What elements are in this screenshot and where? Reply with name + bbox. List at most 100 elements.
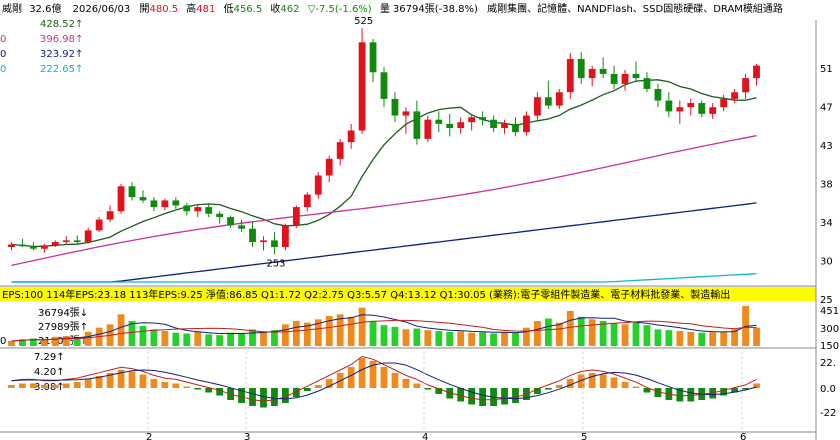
volume-bar: [161, 331, 169, 346]
volume-panel: [0, 306, 840, 349]
volume-bar: [303, 322, 311, 346]
macd-bar: [577, 374, 585, 388]
macd-bar: [281, 388, 289, 403]
macd-legend-value: 7.29↑: [34, 352, 65, 363]
volume-bar: [314, 319, 322, 346]
candle: [139, 190, 147, 203]
macd-bar: [544, 388, 552, 390]
volume-bar: [698, 332, 706, 346]
candle: [479, 111, 487, 126]
candle: [19, 238, 26, 248]
trade-date: 2026/06/03: [73, 4, 131, 15]
volume-bar: [533, 321, 541, 346]
macd-legend: 7.29↑ 4.20↑ 3.08↑: [34, 352, 65, 393]
macd-bar: [303, 388, 311, 391]
volume-bar: [731, 329, 739, 346]
volume-bar: [753, 327, 760, 346]
macd-bar: [413, 383, 421, 388]
candle: [260, 236, 267, 251]
volume-bar: [512, 333, 519, 346]
candle: [380, 67, 388, 108]
volume-bar: [435, 331, 443, 346]
macd-bar: [62, 383, 70, 388]
candle: [676, 100, 684, 124]
volume-bar: [391, 326, 399, 346]
price-axis-label: 43: [820, 141, 833, 152]
macd-bar: [150, 379, 158, 388]
volume-bar: [369, 321, 377, 346]
candle: [205, 202, 213, 218]
macd-bar: [358, 358, 366, 388]
price-panel: 525 253: [0, 16, 840, 287]
ma-legend-value: 222.65↑: [40, 64, 83, 75]
macd-bar: [424, 388, 432, 390]
macd-bar: [139, 374, 147, 388]
volume-bar: [358, 307, 366, 346]
macd-bar: [19, 383, 26, 388]
x-tick-label: 5: [581, 432, 587, 440]
macd-bar: [314, 385, 322, 388]
candle: [172, 197, 180, 209]
candle: [720, 94, 728, 112]
macd-bar: [292, 388, 300, 397]
volume-bar: [610, 323, 618, 346]
macd-bar: [73, 382, 81, 388]
ma-legend-value: 396.98↑: [40, 34, 83, 45]
candle: [62, 236, 70, 245]
candle: [358, 28, 366, 134]
volume-bar: [73, 338, 81, 346]
macd-bar: [51, 385, 59, 388]
volume-bar: [249, 329, 256, 346]
candle: [150, 197, 158, 212]
volume-bar: [19, 339, 26, 346]
volume-bar: [523, 327, 530, 346]
macd-bar: [566, 379, 574, 388]
volume-bar: [325, 316, 333, 346]
info-bar-text: EPS:100 114年EPS:23.18 113年EPS:9.25 淨值:86…: [2, 288, 730, 301]
macd-bar: [249, 388, 256, 406]
volume-bar: [457, 331, 465, 346]
candle: [643, 72, 651, 93]
info-bar: EPS:100 114年EPS:23.18 113年EPS:9.25 淨值:86…: [0, 287, 816, 301]
candle: [753, 63, 760, 86]
candle: [73, 235, 81, 244]
volume-bar: [40, 340, 48, 346]
candle: [347, 123, 355, 149]
volume-bar: [544, 318, 552, 346]
x-tick-label: 3: [244, 432, 250, 440]
macd-bar: [325, 379, 333, 388]
candle: [512, 117, 519, 137]
market-cap: 32.6億: [29, 2, 61, 15]
macd-bar: [479, 388, 487, 406]
price-axis-label: 30: [820, 257, 833, 268]
macd-bar: [501, 388, 508, 405]
price-axis-label: 47: [820, 103, 833, 114]
candle: [457, 117, 465, 134]
macd-bar: [128, 371, 136, 388]
macd-bar: [172, 383, 180, 388]
volume-bar: [566, 311, 574, 346]
volume-axis-label: 451: [820, 306, 839, 317]
volume-bar: [380, 325, 388, 346]
volume-axis-label: 300: [820, 324, 839, 335]
candle: [84, 227, 92, 244]
low-value: 456.5: [234, 4, 263, 15]
macd-legend-value: 4.20↑: [34, 367, 65, 378]
candle: [227, 215, 235, 228]
volume-bar: [643, 325, 651, 346]
candle: [391, 92, 399, 123]
candle: [599, 57, 607, 79]
volume-bar: [720, 331, 728, 346]
macd-bar: [720, 388, 728, 396]
macd-bar: [643, 388, 651, 393]
candle: [95, 217, 103, 233]
macd-bar: [599, 374, 607, 388]
candle: [314, 172, 322, 199]
volume-bar: [413, 328, 421, 346]
candle: [490, 115, 497, 133]
volume-bar: [632, 322, 640, 346]
candle: [566, 53, 574, 99]
candle: [271, 232, 278, 255]
macd-bar: [468, 388, 476, 405]
trough-label: 253: [266, 259, 285, 270]
